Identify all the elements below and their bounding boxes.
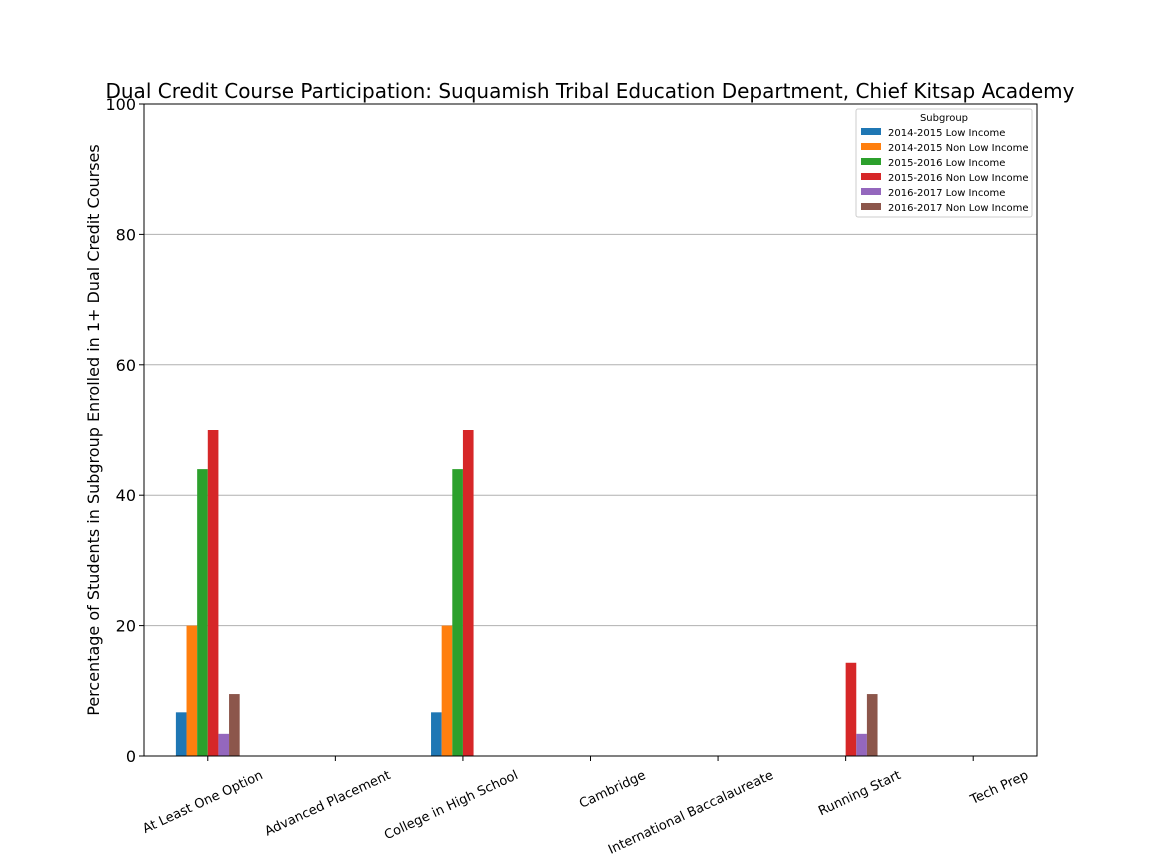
y-axis-ticks: 0 20 40 60 80 100 (105, 95, 144, 766)
x-tick-label: Running Start (816, 768, 903, 819)
bars (175, 430, 878, 756)
legend-box (855, 108, 1033, 218)
legend-label: 2016-2017 Low Income (888, 188, 1005, 199)
x-tick-label: Tech Prep (967, 768, 1031, 808)
bar (856, 733, 867, 756)
legend-label: 2014-2015 Non Low Income (888, 143, 1028, 154)
legend-label: 2016-2017 Non Low Income (888, 203, 1028, 214)
bar (452, 469, 463, 756)
legend-items: 2014-2015 Low Income 2014-2015 Non Low In… (861, 128, 1028, 214)
bar (462, 430, 474, 756)
legend-label: 2015-2016 Non Low Income (888, 173, 1028, 184)
y-tick-label: 40 (116, 486, 136, 505)
x-tick-label: Cambridge (577, 768, 648, 812)
legend-swatch (861, 128, 881, 135)
legend-swatch (861, 203, 881, 210)
x-tick-label: College in High School (382, 768, 520, 843)
bar (197, 469, 208, 756)
bar (845, 662, 857, 756)
chart-title: Dual Credit Course Participation: Suquam… (105, 79, 1074, 103)
bar (431, 712, 442, 756)
bar (186, 625, 198, 756)
y-axis-label: Percentage of Students in Subgroup Enrol… (84, 144, 103, 715)
legend-swatch (861, 143, 881, 150)
y-tick-label: 60 (116, 356, 136, 375)
legend-swatch (861, 188, 881, 195)
legend-title: Subgroup (920, 113, 968, 124)
bar (229, 694, 240, 756)
legend-label: 2014-2015 Low Income (888, 128, 1005, 139)
legend-label: 2015-2016 Low Income (888, 158, 1005, 169)
x-tick-label: Advanced Placement (263, 768, 393, 839)
x-tick-label: At Least One Option (141, 768, 266, 837)
bar (207, 430, 219, 756)
y-tick-label: 0 (126, 747, 136, 766)
legend-swatch (861, 173, 881, 180)
bar (866, 694, 878, 756)
y-tick-label: 20 (116, 617, 136, 636)
bar (441, 625, 453, 756)
bar (218, 733, 230, 756)
bar (175, 712, 187, 756)
y-tick-label: 80 (116, 225, 136, 244)
y-tick-label: 100 (105, 95, 136, 114)
legend-swatch (861, 158, 881, 165)
legend: Subgroup 2014-2015 Low Income 2014-2015 N… (855, 108, 1033, 218)
